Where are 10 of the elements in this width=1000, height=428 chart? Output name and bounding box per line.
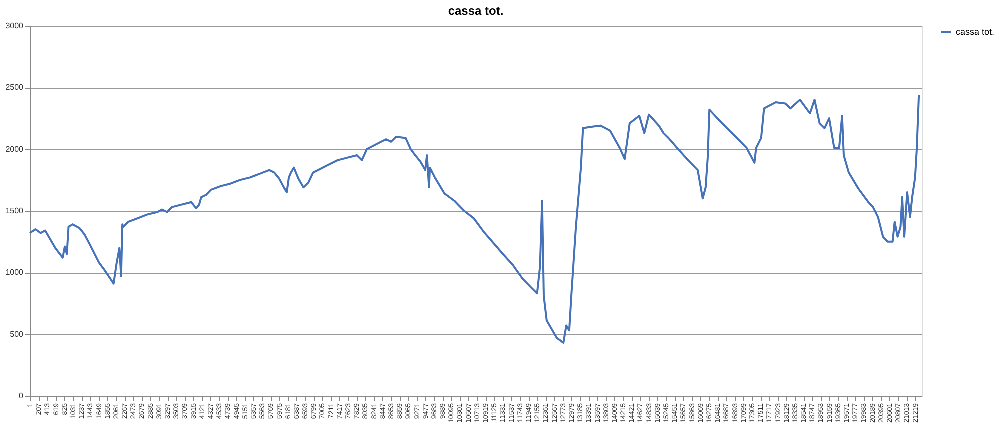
line-series bbox=[29, 94, 920, 344]
y-tick-label: 500 bbox=[10, 330, 24, 339]
chart-title: cassa tot. bbox=[448, 4, 504, 18]
y-tick-label: 3000 bbox=[6, 22, 24, 30]
y-tick-label: 0 bbox=[19, 392, 24, 400]
legend-label: cassa tot. bbox=[956, 27, 995, 37]
y-tick-label: 1000 bbox=[6, 268, 24, 278]
y-tick-label: 1500 bbox=[6, 206, 24, 216]
y-tick-label: 2000 bbox=[6, 144, 24, 154]
y-tick-label: 2500 bbox=[6, 83, 24, 92]
